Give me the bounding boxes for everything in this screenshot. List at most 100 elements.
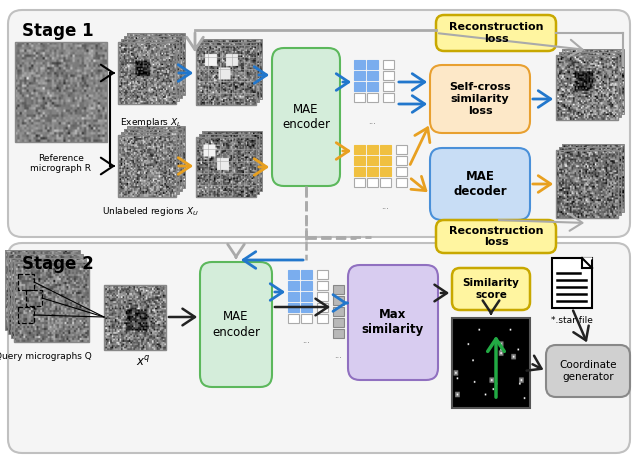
Bar (333, 285, 344, 294)
FancyBboxPatch shape (272, 48, 340, 186)
Bar (354, 167, 365, 176)
Bar (8, 254, 83, 334)
Bar (333, 296, 344, 305)
Bar (124, 36, 182, 98)
Bar (354, 82, 365, 91)
Text: Stage 1: Stage 1 (22, 22, 93, 40)
FancyBboxPatch shape (348, 265, 438, 380)
FancyBboxPatch shape (8, 10, 630, 237)
Bar (199, 134, 259, 194)
Bar (301, 314, 312, 323)
Bar (380, 167, 391, 176)
Text: Max
similarity: Max similarity (362, 308, 424, 336)
Bar (380, 178, 391, 187)
Bar (354, 71, 365, 80)
Bar (552, 258, 592, 308)
Bar (301, 303, 312, 312)
Bar (367, 156, 378, 165)
Bar (354, 156, 365, 165)
Bar (396, 178, 407, 187)
Bar (196, 45, 256, 105)
Text: Reconstruction
loss: Reconstruction loss (449, 226, 543, 247)
Bar (559, 147, 621, 215)
Bar (202, 39, 262, 99)
Bar (202, 131, 262, 191)
Text: Query micrographs Q: Query micrographs Q (0, 352, 92, 361)
Bar (354, 145, 365, 154)
Bar (301, 292, 312, 301)
Text: ...: ... (369, 117, 376, 126)
Bar (383, 71, 394, 80)
Bar (301, 270, 312, 279)
Bar (301, 281, 312, 290)
FancyBboxPatch shape (452, 268, 530, 310)
Bar (127, 33, 185, 95)
Bar (11, 258, 86, 338)
Bar (396, 167, 407, 176)
Bar (367, 145, 378, 154)
Text: Exemplars $X_L$: Exemplars $X_L$ (120, 116, 182, 129)
Text: $x^q$: $x^q$ (136, 355, 150, 369)
Bar (333, 307, 344, 316)
Text: MAE
decoder: MAE decoder (453, 170, 507, 198)
Bar (380, 156, 391, 165)
Text: Coordinate
generator: Coordinate generator (559, 360, 617, 382)
Bar (333, 329, 344, 338)
FancyBboxPatch shape (430, 148, 530, 220)
Text: Reconstruction
loss: Reconstruction loss (449, 22, 543, 44)
Bar (383, 82, 394, 91)
Bar (367, 167, 378, 176)
Bar (317, 314, 328, 323)
Text: Reference
micrograph R: Reference micrograph R (31, 154, 92, 173)
Bar (383, 60, 394, 69)
Text: Stage 2: Stage 2 (22, 255, 93, 273)
Text: ...: ... (335, 351, 342, 360)
FancyBboxPatch shape (436, 220, 556, 253)
Text: MAE
encoder: MAE encoder (282, 103, 330, 131)
Bar (15, 42, 107, 142)
Text: MAE
encoder: MAE encoder (212, 310, 260, 339)
Bar (367, 82, 378, 91)
Bar (396, 156, 407, 165)
Bar (559, 52, 621, 117)
Bar (367, 93, 378, 102)
Bar (288, 314, 299, 323)
Bar (354, 60, 365, 69)
Bar (354, 178, 365, 187)
Bar (118, 42, 176, 104)
Bar (196, 137, 256, 197)
FancyBboxPatch shape (8, 243, 630, 453)
Bar (383, 93, 394, 102)
Bar (5, 250, 80, 330)
Bar (562, 144, 624, 212)
Bar (354, 93, 365, 102)
Bar (124, 129, 182, 191)
Bar (452, 318, 530, 408)
Bar (317, 303, 328, 312)
Bar (562, 49, 624, 114)
FancyBboxPatch shape (436, 15, 556, 51)
Bar (367, 60, 378, 69)
Bar (288, 270, 299, 279)
Text: Self-cross
similarity
loss: Self-cross similarity loss (449, 82, 511, 116)
Text: Unlabeled regions $X_U$: Unlabeled regions $X_U$ (102, 205, 200, 218)
Bar (333, 318, 344, 327)
Bar (288, 292, 299, 301)
Bar (367, 71, 378, 80)
Text: ...: ... (303, 336, 310, 345)
Bar (121, 39, 179, 101)
Bar (121, 132, 179, 194)
Bar (367, 178, 378, 187)
Text: *.star file: *.star file (551, 316, 593, 325)
FancyBboxPatch shape (546, 345, 630, 397)
Text: Similarity
score: Similarity score (463, 278, 520, 300)
FancyBboxPatch shape (430, 65, 530, 133)
Bar (556, 150, 618, 218)
Bar (288, 281, 299, 290)
Bar (104, 285, 166, 350)
Bar (380, 145, 391, 154)
Bar (396, 145, 407, 154)
Bar (556, 55, 618, 120)
Text: ...: ... (381, 202, 389, 211)
Bar (317, 281, 328, 290)
